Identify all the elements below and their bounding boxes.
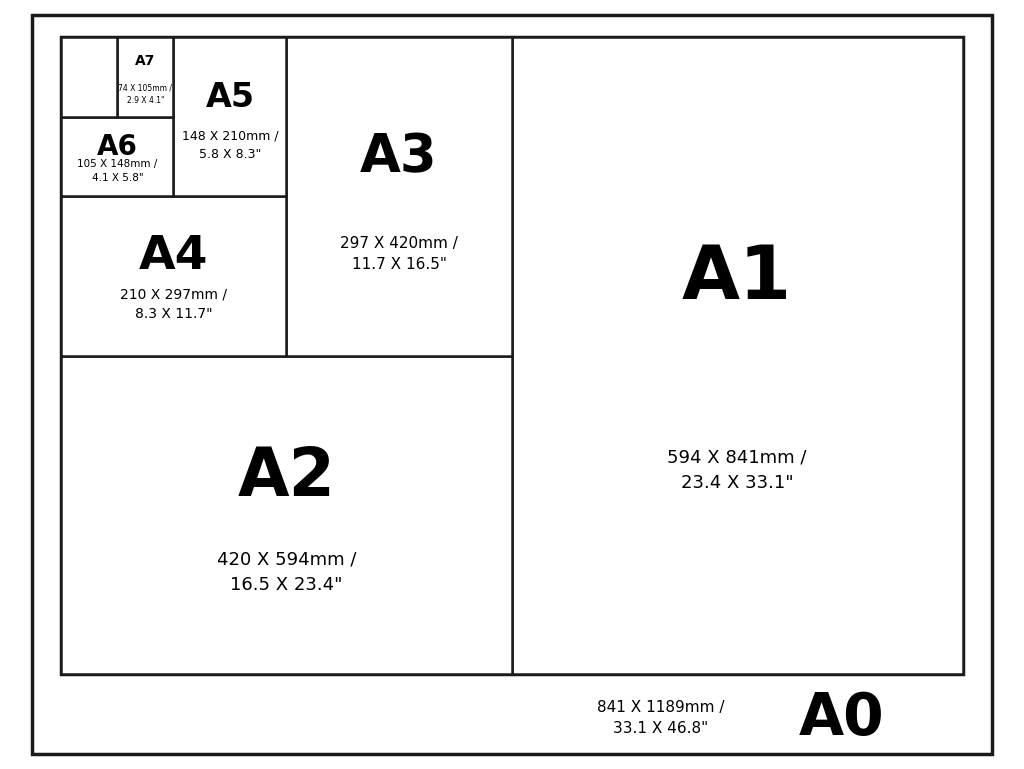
Text: 420 X 594mm /
16.5 X 23.4": 420 X 594mm / 16.5 X 23.4" bbox=[217, 551, 356, 594]
Text: 297 X 420mm /
11.7 X 16.5": 297 X 420mm / 11.7 X 16.5" bbox=[340, 235, 458, 271]
Bar bbox=[118, 36, 173, 117]
Bar bbox=[61, 196, 287, 356]
Text: 841 X 1189mm /
33.1 X 46.8": 841 X 1189mm / 33.1 X 46.8" bbox=[597, 700, 725, 736]
Bar bbox=[61, 356, 512, 674]
Bar bbox=[61, 117, 173, 196]
Bar bbox=[512, 36, 963, 674]
Text: 148 X 210mm /
5.8 X 8.3": 148 X 210mm / 5.8 X 8.3" bbox=[181, 130, 279, 161]
Text: A4: A4 bbox=[139, 235, 209, 279]
Bar bbox=[173, 36, 287, 196]
Text: A7: A7 bbox=[135, 54, 156, 68]
Text: 594 X 841mm /
23.4 X 33.1": 594 X 841mm / 23.4 X 33.1" bbox=[668, 448, 807, 491]
Bar bbox=[61, 36, 963, 674]
Text: A0: A0 bbox=[799, 690, 884, 747]
Bar bbox=[61, 36, 118, 117]
Text: 210 X 297mm /
8.3 X 11.7": 210 X 297mm / 8.3 X 11.7" bbox=[121, 288, 227, 321]
Text: A2: A2 bbox=[238, 444, 336, 510]
Text: A5: A5 bbox=[206, 81, 255, 114]
Bar bbox=[287, 36, 512, 356]
Text: A3: A3 bbox=[360, 131, 438, 184]
Text: 105 X 148mm /
4.1 X 5.8": 105 X 148mm / 4.1 X 5.8" bbox=[77, 159, 158, 183]
Text: 74 X 105mm /
2.9 X 4.1": 74 X 105mm / 2.9 X 4.1" bbox=[119, 84, 172, 105]
Text: A6: A6 bbox=[97, 133, 138, 161]
Text: A1: A1 bbox=[682, 242, 793, 315]
